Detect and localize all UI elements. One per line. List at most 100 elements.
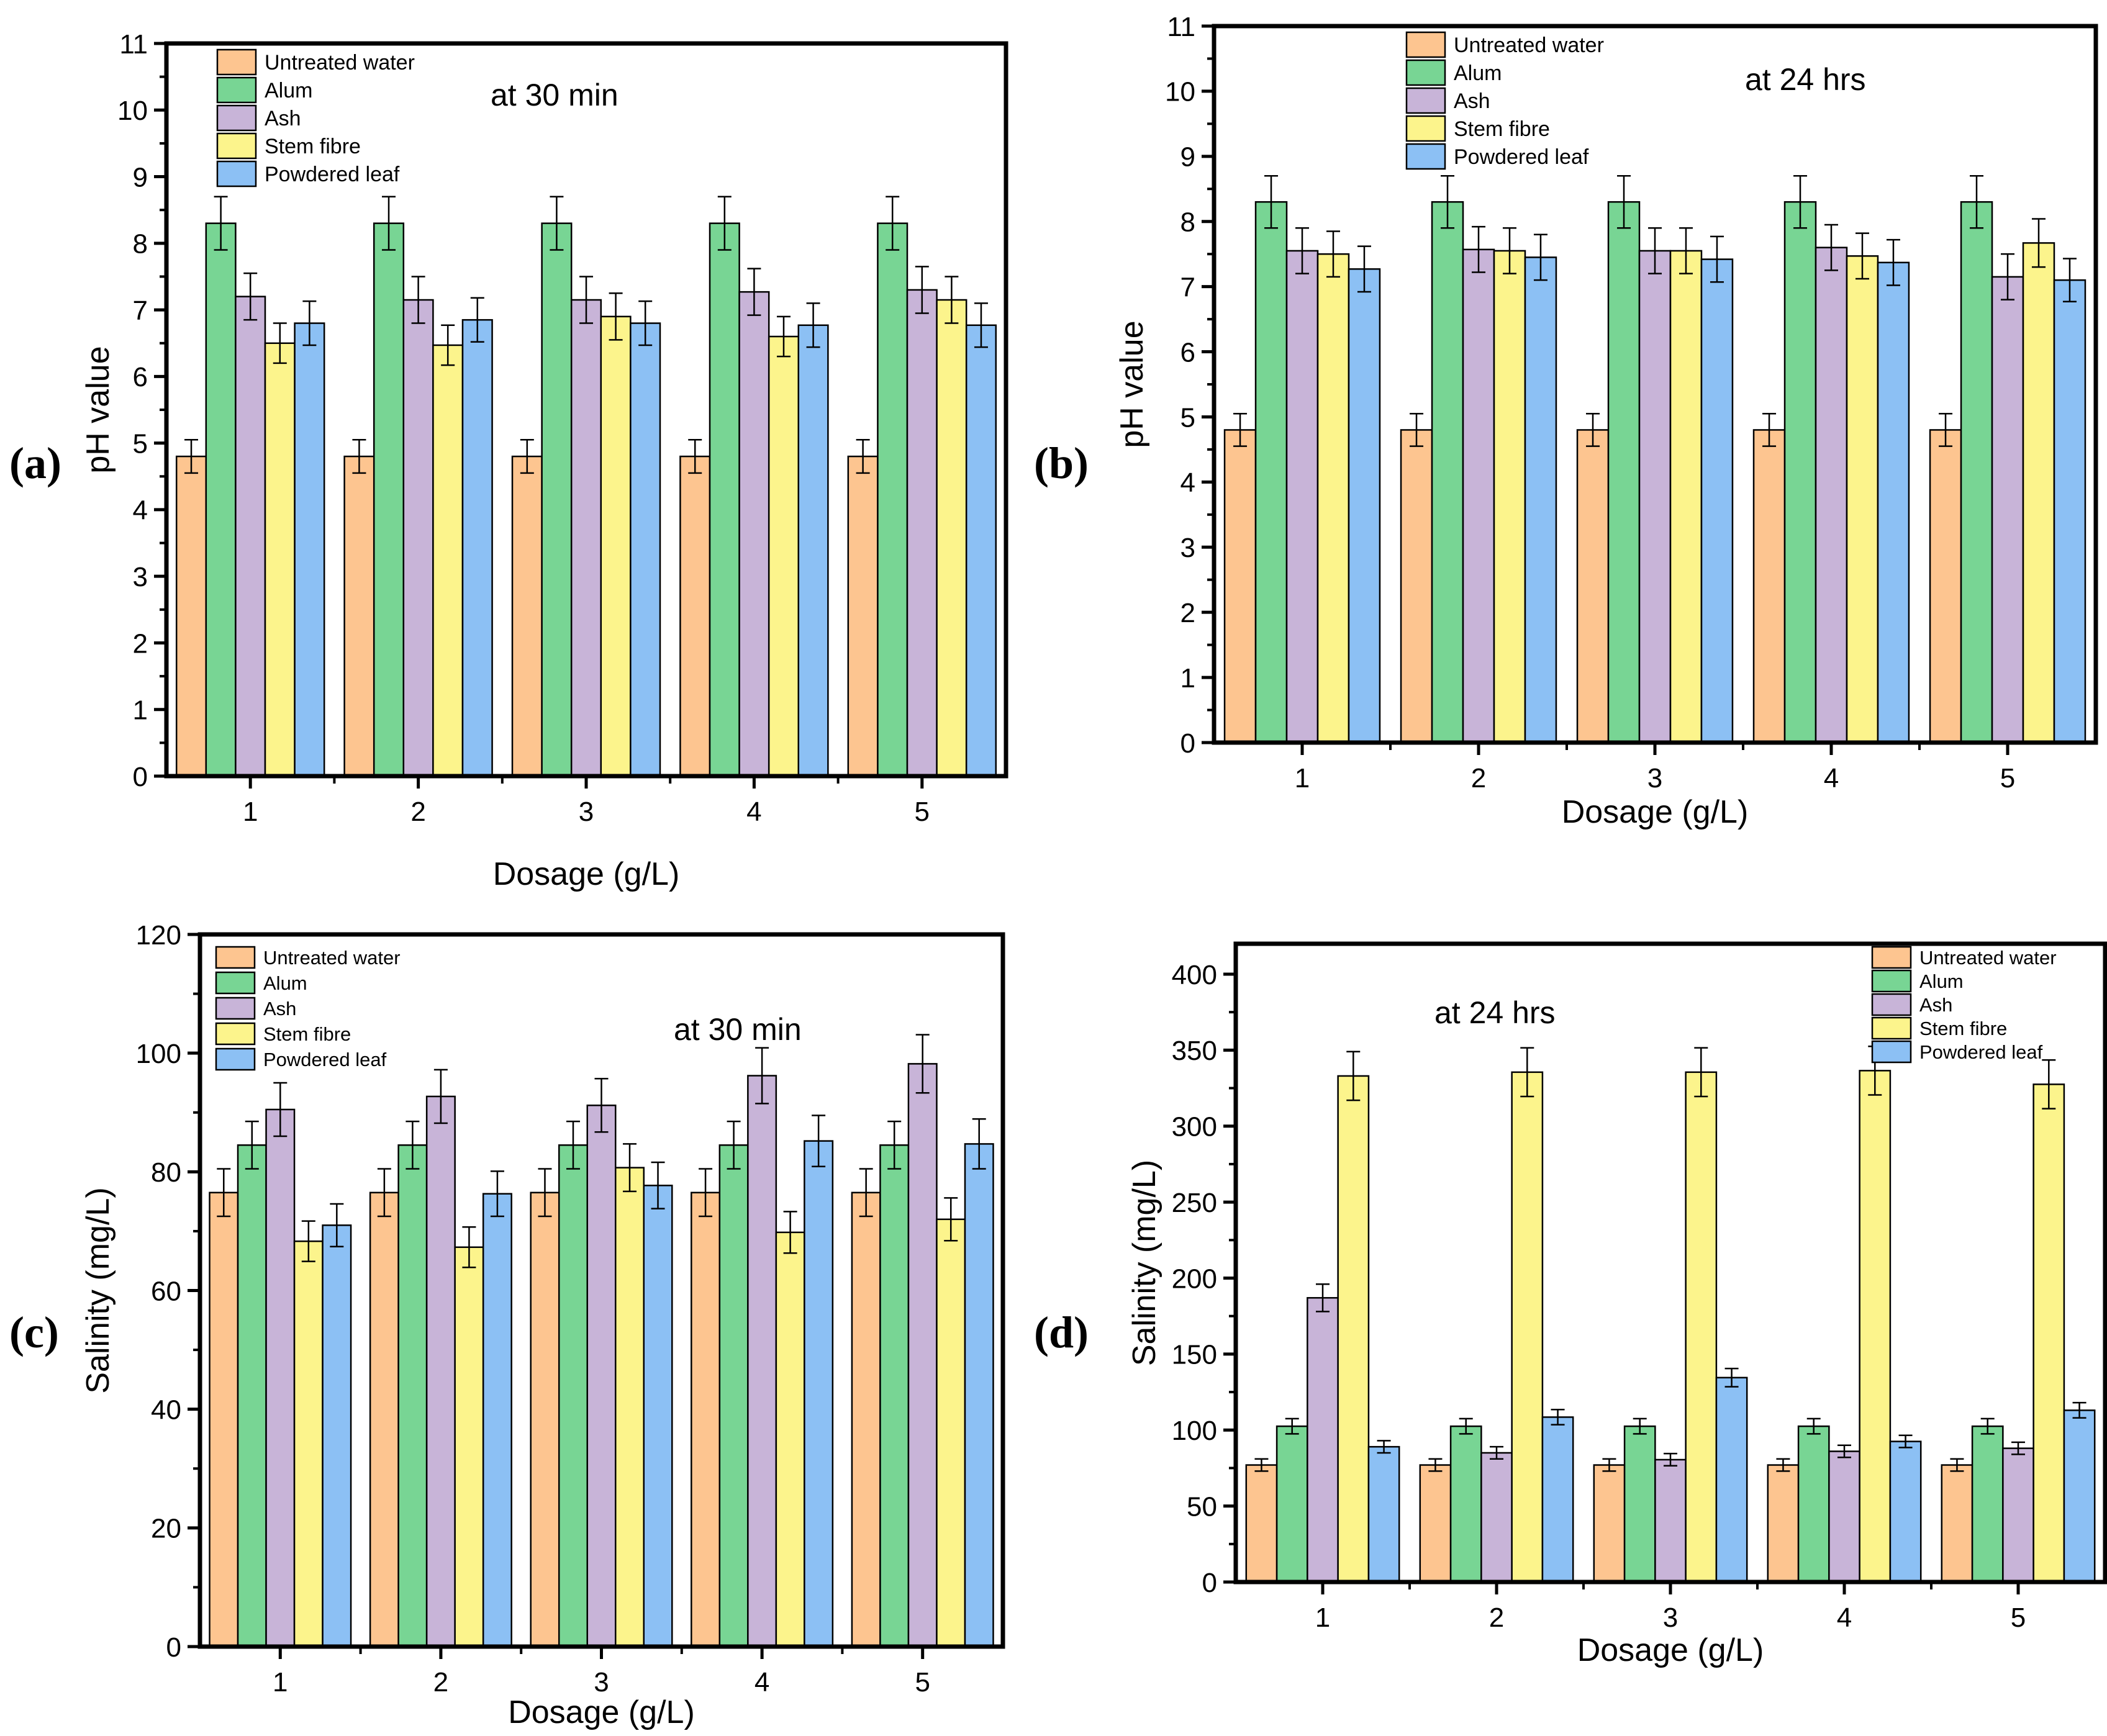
bar: [1254, 201, 1288, 744]
error-bar: [433, 1069, 448, 1124]
legend: Untreated water Alum Ash Stem fibre Powdered…: [215, 946, 401, 1071]
error-bar: [441, 324, 455, 366]
y-tick-label: 200: [1172, 1264, 1217, 1294]
error-bar: [1410, 412, 1424, 447]
error-bar: [1950, 1458, 1964, 1472]
y-tick-label: 120: [136, 920, 181, 951]
bar: [1991, 276, 2024, 744]
bar: [1828, 1450, 1860, 1583]
error-bar: [1980, 1417, 1995, 1435]
bar: [1462, 248, 1495, 744]
bar: [1889, 1440, 1922, 1583]
error-bar: [1776, 1458, 1790, 1472]
error-bar: [859, 1168, 873, 1218]
legend-swatch: [1871, 1016, 1912, 1040]
bar: [294, 322, 325, 777]
panel-label: (d): [1034, 1308, 1089, 1357]
error-bar: [1357, 245, 1371, 293]
x-axis-label: Dosage (g/L): [508, 1694, 695, 1730]
bar: [906, 289, 938, 777]
error-bar: [887, 1120, 902, 1170]
bar: [1654, 1458, 1687, 1583]
error-bar: [1837, 1444, 1851, 1458]
y-axis-label: pH value: [80, 346, 116, 473]
y-tick-label: 100: [1172, 1416, 1217, 1446]
y-tick-label: 350: [1172, 1036, 1217, 1066]
x-tick-label: 2: [433, 1667, 448, 1698]
bar: [804, 1140, 834, 1648]
bar: [175, 455, 207, 777]
error-bar: [411, 276, 425, 324]
bar: [293, 1240, 324, 1648]
error-bar: [688, 439, 702, 474]
error-bar: [184, 439, 199, 474]
panel-label: (a): [9, 438, 61, 488]
bar: [1276, 1425, 1308, 1583]
bar: [1941, 1464, 1973, 1583]
y-tick-label: 8: [133, 229, 148, 260]
legend-swatch: [1405, 115, 1446, 142]
y-tick-label: 400: [1172, 960, 1217, 990]
error-bar: [245, 1120, 259, 1170]
legend-swatch: [1405, 87, 1446, 114]
y-tick-label: 40: [151, 1395, 181, 1426]
legend-swatch: [216, 132, 257, 160]
bar: [1316, 253, 1350, 744]
bar: [2053, 279, 2087, 744]
bar: [1638, 250, 1672, 744]
y-tick-label: 100: [136, 1039, 181, 1069]
y-tick-label: 0: [133, 762, 148, 792]
error-bar: [1762, 412, 1777, 447]
bar: [1431, 201, 1464, 744]
error-bar: [1233, 412, 1248, 447]
y-tick-label: 3: [1180, 533, 1195, 563]
bar: [1576, 429, 1610, 744]
error-bar: [2011, 1441, 2025, 1455]
x-tick-label: 2: [1489, 1603, 1504, 1633]
legend-label: Stem fibre: [265, 135, 361, 158]
bar: [1419, 1464, 1452, 1583]
bar: [454, 1246, 484, 1648]
y-tick-label: 5: [1180, 402, 1195, 433]
bar: [1337, 1075, 1370, 1583]
error-bar: [1264, 175, 1279, 229]
error-bar: [1490, 1445, 1503, 1460]
x-tick-label: 5: [2011, 1603, 2026, 1633]
legend-swatch: [215, 971, 256, 995]
chart-panel-d: 0 50 100 150 200 250 300 350 400 1 2 3 4 5 Dosage (g/L…: [1034, 941, 2107, 1668]
legend-label: Ash: [1919, 994, 1952, 1016]
error-bar: [2042, 1059, 2056, 1110]
error-bar: [1551, 1408, 1565, 1426]
y-tick-label: 1: [133, 695, 148, 726]
error-bar: [352, 439, 366, 474]
error-bar: [945, 276, 959, 324]
bar: [1960, 201, 1993, 744]
error-bar: [330, 1203, 344, 1248]
x-tick-label: 2: [1471, 763, 1486, 793]
bar: [541, 222, 573, 777]
error-bar: [623, 1143, 637, 1193]
bar: [237, 1144, 267, 1648]
bar: [1783, 201, 1817, 744]
error-bar: [638, 300, 653, 346]
error-bar: [886, 196, 900, 251]
legend-label: Powdered leaf: [263, 1049, 387, 1070]
bar: [373, 222, 405, 777]
bar: [643, 1185, 673, 1648]
x-tick-label: 1: [243, 797, 258, 827]
error-bar: [1617, 175, 1631, 229]
y-tick-label: 11: [119, 29, 148, 60]
legend-swatch: [216, 104, 257, 132]
bar: [397, 1144, 428, 1648]
bar: [964, 1143, 994, 1648]
y-tick-label: 7: [133, 296, 148, 326]
y-tick-label: 8: [1180, 207, 1195, 238]
error-bar: [1724, 1367, 1739, 1388]
error-bar: [217, 1168, 231, 1218]
error-bar: [301, 1220, 315, 1262]
error-bar: [1295, 227, 1309, 274]
bar: [1593, 1464, 1626, 1583]
bar: [432, 344, 464, 777]
legend-label: Ash: [1454, 89, 1490, 113]
